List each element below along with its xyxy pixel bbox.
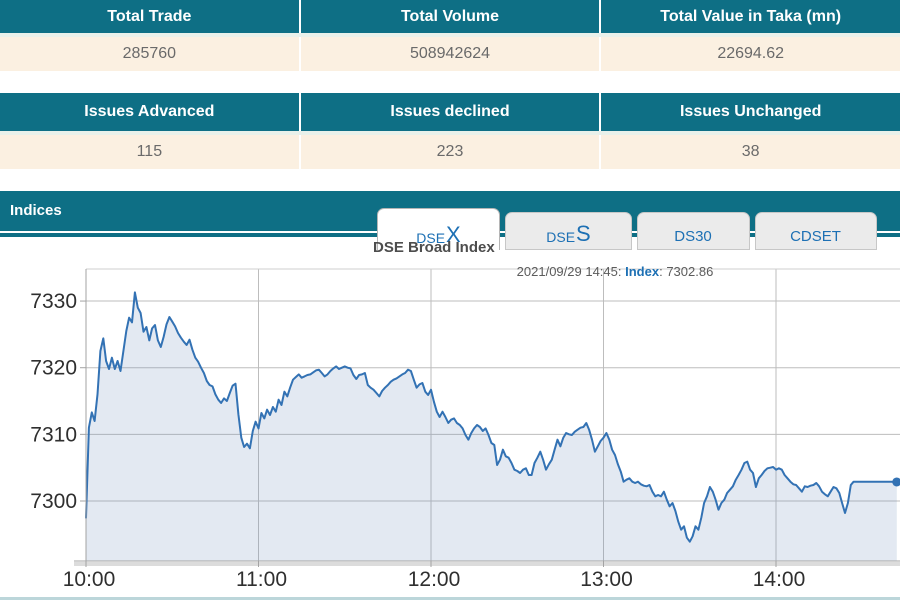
annotation-index-label: Index [625,264,660,279]
tab-dses-label-small: DSE [546,229,576,246]
bottom-section-edge [0,597,900,600]
header-cell-issues-advanced: Issues Advanced [0,93,299,131]
x-axis-label: 11:00 [236,568,287,591]
index-chart-plot: 7300 7310 7320 7330 10:00 11:00 12:00 13:00 14:0… [30,268,900,591]
tab-cdset-label: CDSET [790,228,841,246]
value-cell-total-volume: 508942624 [300,37,600,71]
y-axis-label: 7300 [30,490,77,513]
issues-header-row: Issues Advanced Issues declined Issues U… [0,93,900,131]
x-axis-label: 12:00 [408,568,461,591]
indices-section-title: Indices [10,202,62,219]
x-axis-band [74,562,900,566]
issues-value-row: 115 223 38 [0,135,900,169]
totals-header-row: Total Trade Total Volume Total Value in … [0,0,900,33]
issues-table: Issues Advanced Issues declined Issues U… [0,93,900,169]
y-axis-label: 7320 [30,357,77,380]
tab-dses-label-big: S [576,221,591,247]
index-chart: 7300 7310 7320 7330 10:00 11:00 12:00 13:00 14:0… [0,237,900,600]
tab-ds30-label: DS30 [674,228,712,246]
header-cell-issues-unchanged: Issues Unchanged [601,93,900,131]
header-cell-issues-declined: Issues declined [300,93,600,131]
x-axis-label: 10:00 [63,568,116,591]
table-separator [0,33,900,37]
value-cell-issues-unchanged: 38 [601,135,900,169]
value-cell-issues-advanced: 115 [0,135,299,169]
tab-dsex[interactable]: DSE X [377,208,500,250]
y-axis-label: 7310 [30,423,77,446]
value-cell-total-trade: 285760 [0,37,299,71]
totals-table: Total Trade Total Volume Total Value in … [0,0,900,71]
tab-cdset[interactable]: CDSET [755,212,877,250]
chart-title: DSE Broad Index [373,239,495,256]
table-separator [0,131,900,135]
value-cell-issues-declined: 223 [300,135,600,169]
header-cell-total-volume: Total Volume [300,0,600,33]
tab-dsex-label-small: DSE [416,230,446,247]
last-point-marker [892,477,900,487]
annotation-index-value: 7302.86 [666,264,714,279]
annotation-datetime: 2021/09/29 14:45: [516,264,626,279]
header-cell-total-trade: Total Trade [0,0,299,33]
y-axis-label: 7330 [30,290,77,313]
chart-annotation: 2021/09/29 14:45: Index: 7302.86 [516,264,714,279]
tab-dsex-label-big: X [446,222,461,248]
series-line [85,291,898,543]
tab-dses[interactable]: DSE S [505,212,632,250]
totals-value-row: 285760 508942624 22694.62 [0,37,900,71]
series-area [86,292,897,561]
tab-ds30[interactable]: DS30 [637,212,750,250]
value-cell-total-value: 22694.62 [601,37,900,71]
x-axis-label: 14:00 [753,568,806,591]
header-cell-total-value: Total Value in Taka (mn) [601,0,900,33]
x-axis-label: 13:00 [580,568,633,591]
